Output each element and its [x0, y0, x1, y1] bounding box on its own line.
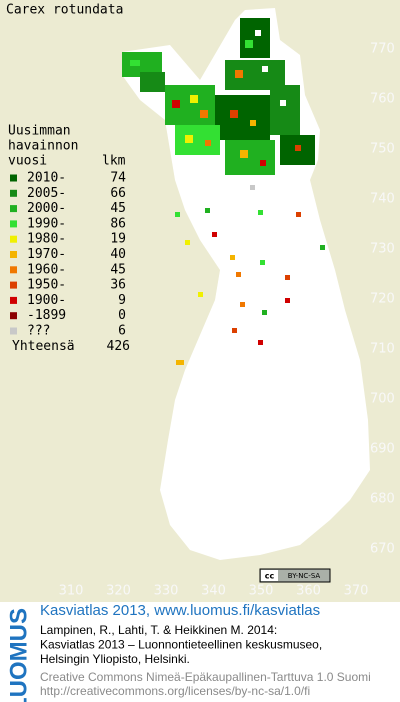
legend-swatch	[10, 266, 17, 274]
legend-heading: vuosi	[8, 154, 47, 169]
x-coordinate-label: 350	[249, 584, 274, 599]
y-coordinate-label: 740	[370, 192, 395, 207]
legend-swatch	[10, 296, 17, 304]
citation-line: Helsingin Yliopisto, Helsinki.	[40, 652, 190, 666]
legend-swatch	[10, 312, 17, 320]
logo: LUOMUS	[5, 608, 32, 702]
y-coordinate-label: 760	[370, 92, 395, 107]
legend-label: ???	[27, 324, 50, 339]
legend-swatch	[10, 189, 17, 197]
legend-label: 1950-	[27, 278, 66, 293]
legend-label: 1990-	[27, 216, 66, 231]
y-coordinate-label: 720	[370, 292, 395, 307]
legend-count: 19	[110, 232, 126, 247]
citation-line: Kasviatlas 2013 – Luonnontieteellinen ke…	[40, 638, 322, 652]
legend-label: 2000-	[27, 201, 66, 216]
legend-label: -1899	[27, 308, 66, 323]
badge-terms: BY-NC-SA	[288, 572, 321, 580]
legend-label: 1960-	[27, 262, 66, 277]
footer-headline: Kasviatlas 2013, www.luomus.fi/kasviatla…	[40, 602, 320, 619]
legend-count: 0	[118, 308, 126, 323]
legend-swatch	[10, 220, 17, 228]
legend-count: 6	[118, 324, 126, 339]
legend-label: 1970-	[27, 247, 66, 262]
x-coordinate-label: 340	[201, 584, 226, 599]
citation-line: Lampinen, R., Lahti, T. & Heikkinen M. 2…	[40, 623, 277, 637]
legend-swatch	[10, 251, 17, 258]
y-coordinate-label: 680	[370, 492, 395, 507]
legend-swatch	[10, 281, 17, 289]
legend-heading: havainnon	[8, 139, 78, 154]
y-coordinate-label: 770	[370, 42, 395, 57]
x-coordinate-label: 320	[106, 584, 131, 599]
y-coordinate-label: 690	[370, 442, 395, 457]
legend-total: 426	[107, 339, 130, 354]
license-line: http://creativecommons.org/licenses/by-n…	[40, 684, 310, 698]
legend-count-heading: lkm	[102, 154, 126, 169]
map-title: Carex rotundata	[6, 3, 123, 18]
legend-heading: Uusimman	[8, 124, 71, 139]
legend-total-label: Yhteensä	[12, 339, 75, 354]
badge-cc: cc	[265, 572, 275, 581]
legend-count: 66	[110, 186, 126, 201]
legend-count: 45	[110, 262, 126, 277]
y-coordinate-label: 700	[370, 392, 395, 407]
legend-label: 2005-	[27, 186, 66, 201]
license-badge: cc BY-NC-SA	[259, 568, 331, 583]
x-coordinate-label: 360	[296, 584, 321, 599]
x-coordinate-label: 330	[154, 584, 179, 599]
license-line: Creative Commons Nimeä-Epäkaupallinen-Ta…	[40, 670, 371, 684]
x-coordinate-label: 310	[59, 584, 84, 599]
legend-swatch	[10, 205, 17, 213]
legend-count: 86	[110, 216, 126, 231]
y-coordinate-label: 730	[370, 242, 395, 257]
x-coordinate-label: 370	[344, 584, 369, 599]
legend-swatch	[10, 327, 17, 335]
y-coordinate-label: 710	[370, 342, 395, 357]
legend-label: 1980-	[27, 232, 66, 247]
legend-swatch	[10, 174, 17, 182]
legend-label: 1900-	[27, 293, 66, 308]
y-coordinate-label: 670	[370, 542, 395, 557]
legend-count: 36	[110, 278, 126, 293]
observation-squares	[122, 18, 325, 365]
legend-label: 2010-	[27, 171, 66, 186]
legend-count: 74	[110, 171, 126, 186]
legend-count: 45	[110, 201, 126, 216]
legend-swatch	[10, 235, 17, 243]
legend-count: 40	[110, 247, 126, 262]
y-coordinate-label: 750	[370, 142, 395, 157]
legend-count: 9	[118, 293, 126, 308]
